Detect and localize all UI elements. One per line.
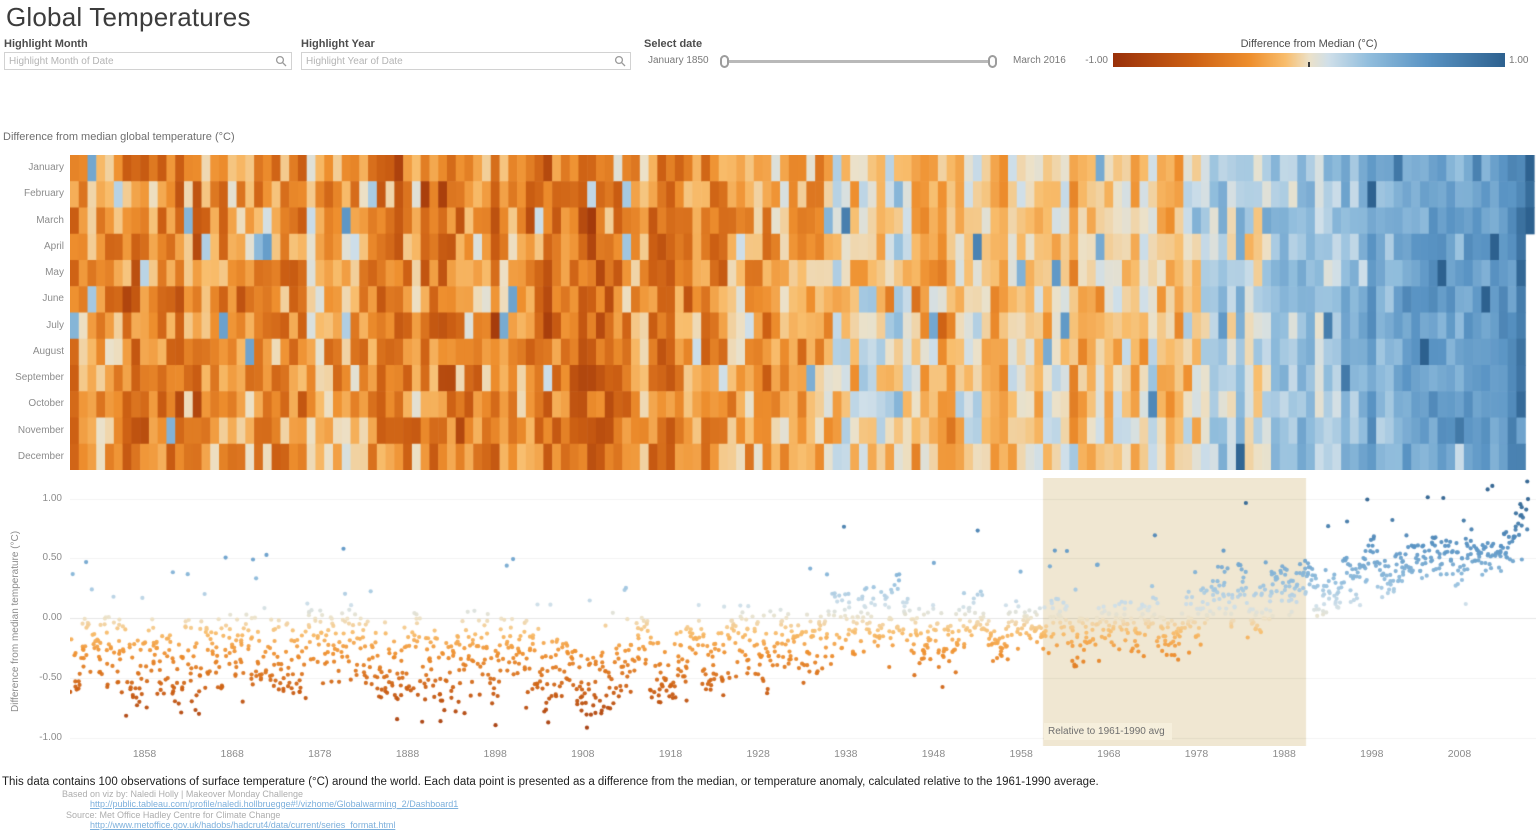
x-tick-label: 1948 [921,748,946,760]
date-slider-handle-right[interactable] [988,55,997,68]
date-slider-track[interactable] [726,60,994,63]
select-date-end: March 2016 [1013,55,1066,66]
legend-title: Difference from Median (°C) [1240,38,1378,50]
highlight-month-label: Highlight Month [4,38,88,50]
month-label: February [23,188,64,200]
x-tick-label: 2008 [1447,748,1472,760]
x-tick-label: 1878 [308,748,332,760]
month-label: September [15,372,64,384]
page-title: Global Temperatures [6,2,251,32]
footer-credit: Based on viz by: Naledi Holly | Makeover… [62,789,303,799]
x-tick-label: 1938 [834,748,858,760]
select-date-start: January 1850 [648,55,709,66]
month-label: October [28,398,64,410]
y-tick-label: -1.00 [39,731,62,743]
month-label: December [17,450,64,462]
footer-link-metoffice[interactable]: http://www.metoffice.gov.uk/hadobs/hadcr… [90,820,396,830]
y-tick-label: -0.50 [39,671,62,683]
x-tick-label: 1998 [1360,748,1384,760]
month-label: April [43,240,64,252]
y-tick-label: 0.00 [42,612,62,623]
legend-max: 1.00 [1509,55,1529,66]
legend-center-tick [1308,62,1310,67]
search-icon [275,55,287,67]
month-label: July [46,319,64,331]
month-label: August [32,345,64,357]
heatmap-title: Difference from median global temperatur… [3,131,235,143]
scatter-canvas[interactable] [70,478,1536,746]
x-tick-label: 1888 [395,748,420,760]
footer-link-tableau[interactable]: http://public.tableau.com/profile/naledi… [90,799,459,809]
y-tick-label: 1.00 [42,492,62,504]
x-tick-label: 1908 [571,748,595,760]
month-label: November [17,424,64,436]
x-tick-label: 1898 [483,748,507,760]
month-label: May [45,267,64,279]
x-tick-label: 1918 [658,748,683,760]
x-tick-label: 1928 [746,748,770,760]
footer-source: Source: Met Office Hadley Centre for Cli… [66,810,281,820]
legend-min: -1.00 [1085,55,1108,66]
x-tick-label: 1978 [1184,748,1209,760]
month-label: January [28,162,64,174]
scatter-band-label: Relative to 1961-1990 avg [1044,723,1172,740]
x-tick-label: 1858 [132,748,157,760]
heatmap-canvas[interactable] [70,155,1536,470]
y-tick-label: 0.50 [42,552,62,564]
x-tick-label: 1968 [1097,748,1121,760]
highlight-month-box [4,52,292,70]
select-date-label: Select date [644,38,703,50]
search-icon [614,55,626,67]
date-slider-handle-left[interactable] [720,55,729,68]
highlight-year-label: Highlight Year [301,38,375,50]
month-label: June [42,293,64,305]
x-tick-label: 1868 [220,748,244,760]
highlight-year-box [301,52,631,70]
highlight-month-input[interactable] [9,53,271,69]
footer-description: This data contains 100 observations of s… [2,776,1099,788]
legend-gradient-bar[interactable] [1113,53,1505,67]
highlight-year-input[interactable] [306,53,610,69]
x-tick-label: 1988 [1272,748,1296,760]
month-label: March [36,214,64,226]
x-tick-label: 1958 [1009,748,1033,760]
